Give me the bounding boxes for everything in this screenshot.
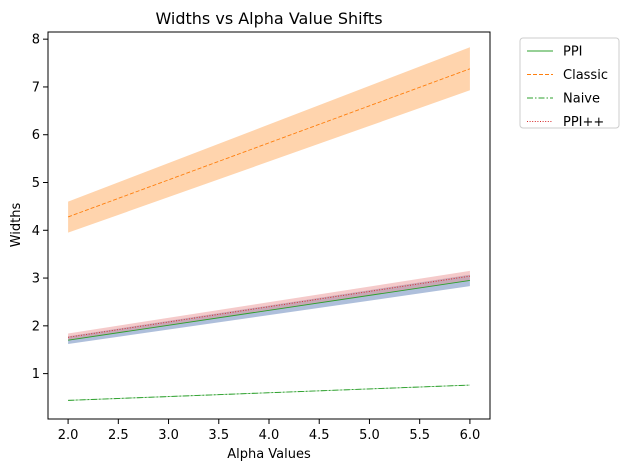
chart-title: Widths vs Alpha Value Shifts [155, 9, 382, 28]
y-tick-label: 3 [32, 272, 40, 287]
series-line-ppi [68, 279, 470, 341]
band-ppiplusplus [68, 270, 470, 341]
series-line-naive [68, 384, 470, 401]
y-tick-label: 6 [32, 128, 40, 143]
y-tick-label: 2 [32, 319, 40, 334]
x-tick-label: 5.0 [359, 428, 380, 443]
series-line-classic [67, 68, 471, 218]
legend-label-naive: Naive [563, 92, 600, 107]
x-tick-label: 3.5 [208, 428, 229, 443]
y-tick-label: 7 [32, 80, 40, 95]
legend-label-ppiplusplus: PPI++ [563, 115, 604, 130]
y-tick-label: 5 [32, 176, 40, 191]
x-axis-label: Alpha Values [227, 447, 311, 462]
y-axis: 1 2 3 4 5 6 7 8 [32, 33, 48, 382]
x-tick-label: 6.0 [460, 428, 481, 443]
x-tick-label: 4.0 [259, 428, 280, 443]
confidence-bands [68, 47, 470, 401]
x-tick-label: 3.0 [158, 428, 179, 443]
band-ppi [68, 274, 470, 344]
x-tick-label: 2.5 [108, 428, 129, 443]
x-tick-label: 2.0 [58, 428, 79, 443]
series-line-ppiplusplus [68, 275, 470, 338]
y-tick-label: 4 [32, 224, 40, 239]
legend-label-ppi: PPI [563, 45, 583, 60]
legend: PPI Classic Naive PPI++ [519, 37, 620, 130]
y-tick-label: 8 [32, 33, 40, 48]
series-lines [67, 68, 471, 401]
x-axis: 2.0 2.5 3.0 3.5 4.0 4.5 5.0 5.5 6.0 [58, 419, 481, 443]
band-classic [68, 47, 470, 233]
legend-frame [519, 37, 620, 129]
x-tick-label: 4.5 [309, 428, 330, 443]
x-tick-label: 5.5 [409, 428, 430, 443]
legend-label-classic: Classic [563, 68, 608, 83]
y-axis-label: Widths [9, 203, 24, 248]
y-tick-label: 1 [32, 367, 40, 382]
